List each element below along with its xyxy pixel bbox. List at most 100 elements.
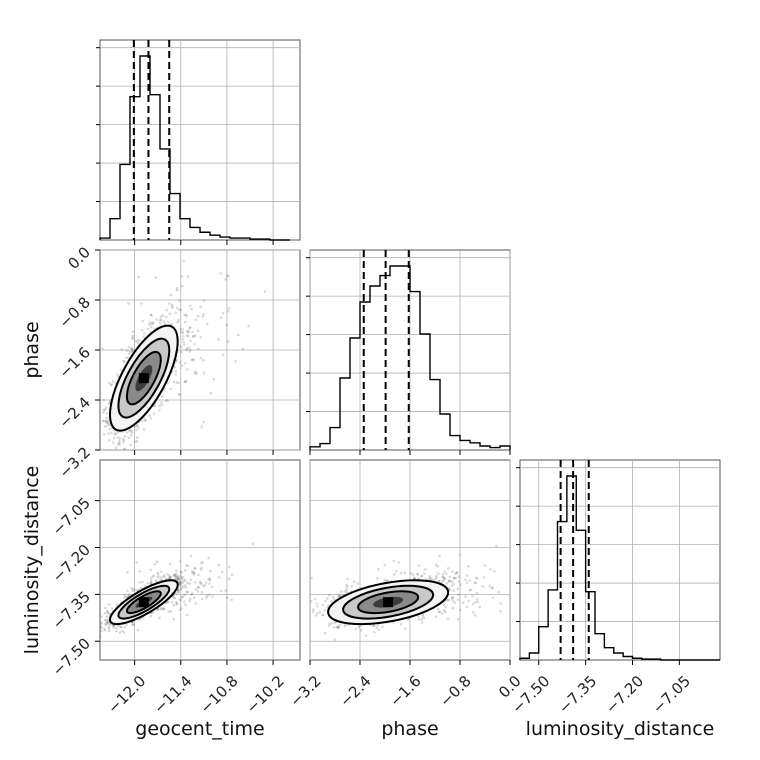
sample-point	[346, 577, 349, 581]
sample-point	[178, 582, 182, 585]
sample-point	[333, 621, 337, 625]
sample-point	[165, 308, 169, 312]
sample-point	[127, 436, 131, 440]
sample-point	[125, 349, 129, 352]
sample-point	[144, 418, 147, 422]
sample-point	[107, 627, 111, 630]
sample-point	[383, 563, 387, 567]
sample-point	[136, 342, 140, 345]
sample-point	[189, 304, 192, 308]
sample-point	[193, 571, 196, 575]
sample-point	[169, 609, 173, 613]
sample-point	[499, 609, 502, 613]
sample-point	[106, 618, 110, 622]
sample-point	[177, 581, 181, 584]
sample-point	[490, 586, 494, 590]
sample-point	[176, 590, 180, 594]
sample-point	[180, 577, 184, 581]
sample-point	[188, 599, 192, 603]
sample-point	[185, 564, 188, 567]
sample-point	[230, 598, 233, 602]
sample-point	[92, 466, 95, 469]
sample-point	[179, 345, 183, 349]
sample-point	[129, 434, 133, 437]
sample-point	[321, 603, 325, 607]
sample-point	[431, 578, 435, 582]
x-tick-label: −10.2	[243, 672, 288, 717]
sample-point	[87, 614, 90, 617]
sample-point	[180, 571, 183, 574]
sample-point	[160, 606, 163, 610]
x-tick-label: −0.8	[436, 672, 474, 710]
sample-point	[205, 322, 209, 326]
sample-point	[197, 585, 201, 589]
sample-point	[448, 579, 451, 583]
y-tick-label: −2.4	[56, 393, 94, 431]
sample-point	[345, 585, 349, 588]
sample-point	[172, 596, 176, 599]
sample-point	[331, 595, 335, 599]
sample-point	[164, 399, 168, 402]
sample-point	[444, 605, 447, 609]
sample-point	[151, 611, 154, 615]
sample-point	[199, 356, 203, 360]
sample-point	[151, 575, 154, 578]
sample-point	[103, 408, 107, 411]
sample-point	[184, 584, 187, 587]
sample-point	[146, 327, 150, 331]
sample-point	[449, 579, 452, 583]
sample-point	[395, 569, 398, 573]
sample-point	[450, 580, 454, 584]
sample-point	[336, 625, 340, 629]
x-tick-label: −11.4	[150, 672, 195, 717]
sample-point	[107, 603, 111, 606]
sample-point	[138, 569, 141, 573]
sample-point	[473, 601, 477, 604]
sample-point	[193, 342, 197, 346]
sample-point	[495, 544, 498, 548]
sample-point	[193, 567, 197, 570]
sample-point	[497, 591, 500, 594]
sample-point	[474, 581, 478, 585]
sample-point	[180, 364, 184, 367]
sample-point	[119, 625, 123, 629]
sample-point	[175, 359, 178, 362]
sample-point	[180, 576, 183, 580]
sample-point	[126, 571, 129, 574]
sample-point	[119, 625, 123, 629]
sample-point	[116, 431, 119, 435]
sample-point	[91, 623, 94, 626]
sample-point	[183, 593, 187, 597]
panel-luminosity_distance-luminosity_distance: −7.50 −7.35 −7.20 −7.05	[508, 459, 721, 717]
sample-point	[399, 622, 403, 626]
sample-point	[107, 625, 111, 629]
sample-point	[420, 574, 424, 578]
sample-point	[118, 439, 121, 443]
sample-point	[175, 569, 178, 572]
sample-point	[475, 598, 479, 601]
sample-point	[171, 303, 174, 307]
sample-point	[332, 626, 336, 629]
sample-point	[457, 580, 461, 583]
sample-point	[155, 318, 158, 321]
sample-point	[473, 614, 477, 617]
sample-point	[108, 613, 111, 616]
sample-point	[338, 594, 341, 598]
sample-point	[107, 620, 110, 624]
sample-point	[192, 358, 196, 362]
sample-point	[422, 616, 426, 620]
sample-point	[140, 302, 143, 305]
sample-point	[107, 629, 111, 633]
sample-point	[312, 608, 315, 611]
sample-point	[181, 337, 185, 341]
sample-point	[143, 419, 147, 422]
sample-point	[177, 590, 180, 594]
sample-point	[168, 312, 172, 316]
sample-point	[148, 414, 151, 418]
sample-point	[106, 421, 110, 425]
sample-point	[372, 624, 375, 628]
sample-point	[108, 439, 111, 442]
sample-point	[333, 598, 336, 601]
sample-point	[471, 610, 475, 614]
sample-point	[146, 582, 150, 585]
